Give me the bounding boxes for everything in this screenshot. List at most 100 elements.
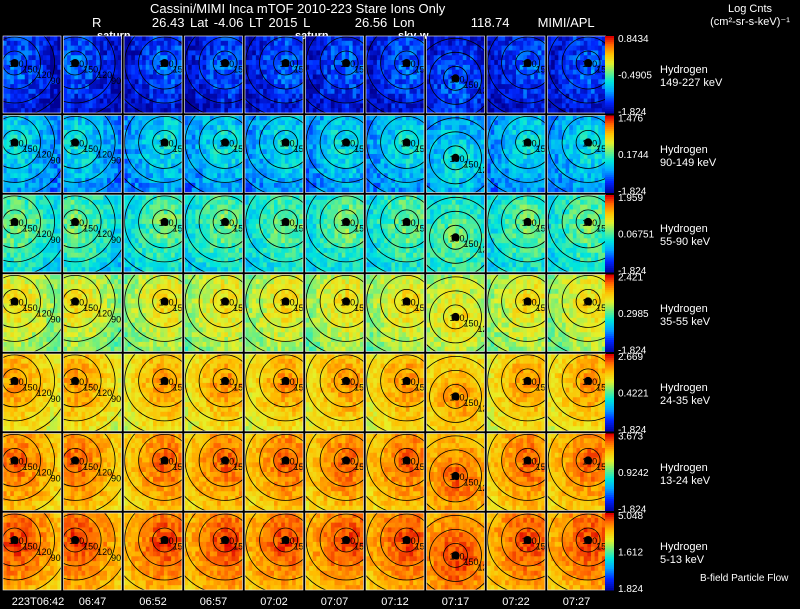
heatmap-cell: [391, 125, 396, 131]
heatmap-cell: [127, 187, 132, 193]
heatmap-cell: [224, 129, 229, 136]
heatmap-cell: [156, 98, 161, 104]
heatmap-cell: [398, 187, 403, 193]
heatmap-cell: [88, 149, 93, 155]
contour-line: [138, 116, 182, 169]
heatmap-cell: [466, 129, 471, 136]
heatmap-cell: [42, 168, 47, 174]
heatmap-cell: [220, 93, 225, 99]
heatmap-cell: [352, 74, 357, 80]
heatmap-cell: [53, 139, 58, 145]
heatmap-cell: [444, 154, 449, 160]
heatmap-cell: [430, 40, 435, 47]
heatmap-cell: [312, 187, 317, 193]
heatmap-cell: [580, 74, 585, 80]
heatmap-cell: [235, 144, 240, 150]
heatmap-cell: [163, 36, 168, 42]
heatmap-cell: [295, 149, 300, 155]
heatmap-cell: [473, 144, 478, 150]
heatmap-cell: [255, 120, 260, 126]
heatmap-cell: [444, 40, 449, 47]
heatmap-cell: [92, 182, 97, 189]
heatmap-cell: [245, 173, 250, 179]
heatmap-cell: [369, 45, 374, 51]
heatmap-cell: [266, 168, 271, 174]
heatmap-cell: [191, 134, 196, 140]
heatmap-cell: [352, 88, 357, 95]
heatmap-cell: [320, 139, 325, 145]
heatmap-cell: [67, 134, 72, 140]
heatmap-cell: [174, 154, 179, 160]
heatmap-cell: [323, 168, 328, 174]
heatmap-cell: [338, 84, 343, 90]
heatmap-cell: [387, 182, 392, 189]
colorbar-segment: [605, 87, 614, 91]
heatmap-cell: [107, 60, 112, 66]
heatmap-cell: [188, 168, 193, 174]
heatmap-cell: [248, 93, 253, 99]
heatmap-cell: [490, 134, 495, 140]
heatmap-cell: [70, 149, 75, 155]
heatmap-cell: [220, 168, 225, 174]
heatmap-cell: [235, 84, 240, 90]
heatmap-cell: [274, 60, 279, 66]
heatmap-cell: [320, 103, 325, 109]
heatmap-cell: [281, 182, 286, 189]
heatmap-cell: [562, 45, 567, 51]
heatmap-cell: [480, 149, 485, 155]
heatmap-cell: [402, 74, 407, 80]
heatmap-cell: [114, 93, 119, 99]
heatmap-cell: [10, 50, 15, 56]
heatmap-cell: [10, 120, 15, 126]
heatmap-cell: [174, 187, 179, 193]
heatmap-cell: [288, 98, 293, 104]
heatmap-cell: [405, 93, 410, 99]
heatmap-cell: [70, 134, 75, 140]
heatmap-cell: [334, 144, 339, 150]
heatmap-cell: [263, 108, 268, 113]
heatmap-cell: [202, 168, 207, 174]
heatmap-cell: [451, 60, 456, 66]
heatmap-cell: [206, 182, 211, 189]
heatmap-cell: [426, 55, 431, 61]
heatmap-cell: [373, 168, 378, 174]
heatmap-cell: [508, 50, 513, 56]
heatmap-cell: [21, 103, 26, 109]
heatmap-cell: [245, 88, 250, 95]
heatmap-cell: [420, 144, 424, 150]
heatmap-cell: [70, 187, 75, 193]
heatmap-cell: [134, 55, 139, 61]
heatmap-cell: [349, 64, 354, 71]
heatmap-cell: [46, 88, 51, 95]
heatmap-cell: [53, 154, 58, 160]
heatmap-cell: [441, 36, 446, 42]
heatmap-cell: [78, 84, 83, 90]
heatmap-cell: [594, 103, 599, 109]
heatmap-cell: [131, 139, 136, 145]
heatmap-cell: [459, 173, 464, 179]
heatmap-cell: [309, 178, 314, 184]
heatmap-cell: [373, 79, 378, 85]
heatmap-cell: [587, 79, 592, 85]
heatmap-cell: [202, 173, 207, 179]
heatmap-cell: [395, 45, 400, 51]
heatmap-cell: [376, 50, 381, 56]
heatmap-cell: [330, 168, 335, 174]
heatmap-cell: [323, 115, 328, 121]
heatmap-cell: [420, 84, 424, 90]
heatmap-cell: [127, 178, 132, 184]
heatmap-cell: [228, 115, 233, 121]
heatmap-cell: [70, 36, 75, 42]
heatmap-cell: [359, 103, 364, 109]
heatmap-cell: [501, 64, 506, 71]
heatmap-cell: [160, 125, 165, 131]
heatmap-cell: [39, 108, 44, 113]
heatmap-cell: [114, 74, 119, 80]
heatmap-cell: [96, 134, 101, 140]
heatmap-cell: [32, 88, 37, 95]
heatmap-cell: [217, 108, 222, 113]
colorbar-segment: [605, 70, 614, 74]
heatmap-cell: [53, 187, 58, 193]
heatmap-cell: [248, 144, 253, 150]
heatmap-cell: [512, 50, 517, 56]
